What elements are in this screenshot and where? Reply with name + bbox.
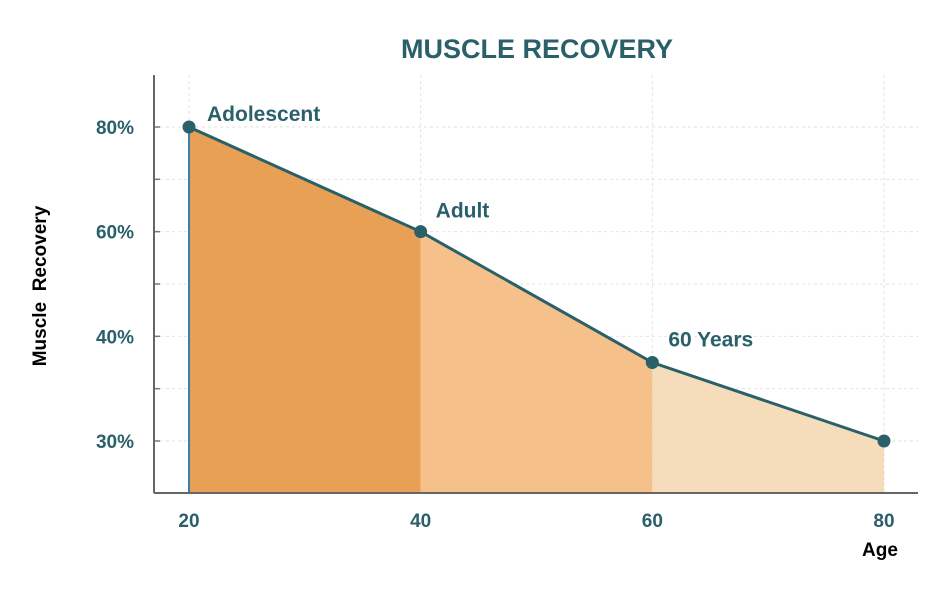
area-segment [189,127,421,493]
data-point-label: Adolescent [207,103,320,126]
x-axis-label: Age [862,540,898,561]
chart-title: MUSCLE RECOVERY [401,34,673,64]
x-tick-label: 20 [178,511,199,532]
x-tick-label: 80 [873,511,894,532]
area-segment [652,362,884,493]
area-segment [420,231,653,493]
data-point [414,225,428,239]
data-point [645,356,659,369]
y-tick-label: 80% [96,118,134,139]
y-tick-label: 40% [96,327,134,348]
y-tick-label: 60% [96,223,134,244]
y-axis-label: Muscle Recovery [30,205,51,366]
x-tick-label: 60 [642,511,663,532]
data-point-label: Adult [436,200,490,223]
data-point [182,120,196,134]
data-point-label: 60 Years [668,329,753,352]
data-point [877,434,891,448]
y-tick-label: 30% [96,432,134,453]
series-line [188,125,885,443]
x-tick-label: 40 [410,511,431,532]
